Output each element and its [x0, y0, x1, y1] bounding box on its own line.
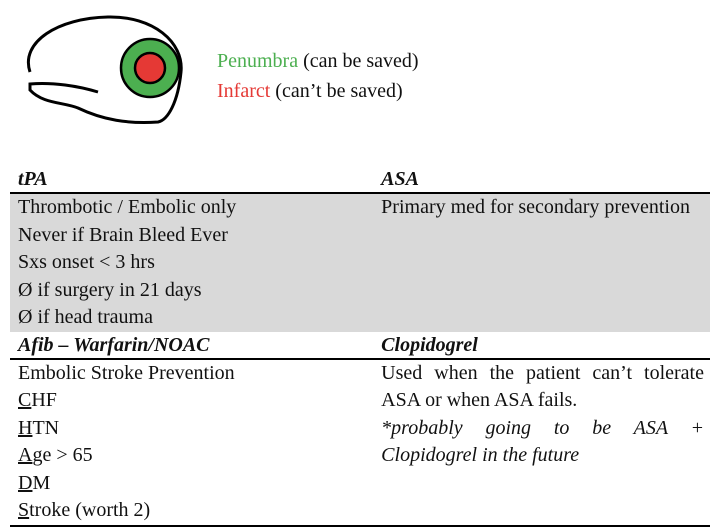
- mnemonic-line: DM: [18, 470, 367, 498]
- table-header-row: tPA ASA: [10, 166, 710, 194]
- tpa-line: Sxs onset < 3 hrs: [18, 251, 155, 273]
- table-row: Embolic Stroke Prevention CHF HTN Age > …: [10, 358, 710, 527]
- penumbra-term: Penumbra: [217, 50, 299, 72]
- afib-cell: Embolic Stroke Prevention CHF HTN Age > …: [10, 358, 374, 527]
- brain-infarct-diagram: [26, 15, 183, 124]
- mnemonic-letter: C: [18, 389, 32, 411]
- tpa-line: Never if Brain Bleed Ever: [18, 223, 228, 246]
- mnemonic-rest: HF: [31, 389, 57, 411]
- diagram-legend: Penumbra (can be saved) Infarct (can’t b…: [217, 46, 419, 106]
- mnemonic-letter: S: [18, 499, 30, 521]
- afib-header: Afib – Warfarin/NOAC: [10, 331, 374, 360]
- mnemonic-rest: M: [32, 471, 51, 494]
- tpa-line: Ø if head trauma: [18, 306, 153, 328]
- tpa-line: Thrombotic / Embolic only: [18, 196, 237, 218]
- mnemonic-line: Age > 65: [18, 442, 367, 470]
- asa-header: ASA: [373, 166, 710, 194]
- mnemonic-rest: troke (worth 2): [29, 499, 151, 521]
- infarct-term: Infarct: [217, 80, 271, 102]
- legend-infarct: Infarct (can’t be saved): [217, 76, 419, 106]
- infarct-circle: [133, 51, 167, 85]
- clopidogrel-note: *probably going to be ASA + Clopidogrel …: [381, 416, 704, 467]
- medication-table: tPA ASA Thrombotic / Embolic only Never …: [10, 166, 710, 527]
- tpa-cell: Thrombotic / Embolic only Never if Brain…: [10, 193, 374, 332]
- tpa-line: Ø if surgery in 21 days: [18, 278, 202, 301]
- mnemonic-rest: ge > 65: [32, 444, 93, 466]
- clopidogrel-cell: Used when the patient can’t tolerate ASA…: [373, 358, 710, 527]
- brain-outline: [26, 15, 183, 124]
- mnemonic-line: HTN: [18, 415, 367, 443]
- legend-penumbra: Penumbra (can be saved): [217, 46, 419, 76]
- table-header-row: Afib – Warfarin/NOAC Clopidogrel: [10, 331, 710, 360]
- afib-first-line: Embolic Stroke Prevention: [18, 361, 235, 384]
- mnemonic-letter: D: [18, 471, 33, 494]
- mnemonic-line: Stroke (worth 2): [18, 497, 367, 525]
- mnemonic-rest: TN: [32, 416, 60, 439]
- mnemonic-line: CHF: [18, 387, 367, 415]
- tpa-header: tPA: [10, 166, 374, 194]
- clopidogrel-text: Used when the patient can’t tolerate ASA…: [381, 361, 704, 412]
- clopidogrel-header: Clopidogrel: [373, 331, 710, 360]
- mnemonic-letter: A: [18, 444, 33, 466]
- asa-cell: Primary med for secondary prevention: [373, 193, 710, 332]
- mnemonic-letter: H: [18, 416, 33, 439]
- infarct-note: (can’t be saved): [275, 80, 403, 102]
- table-row: Thrombotic / Embolic only Never if Brain…: [10, 193, 710, 332]
- penumbra-note: (can be saved): [303, 50, 419, 72]
